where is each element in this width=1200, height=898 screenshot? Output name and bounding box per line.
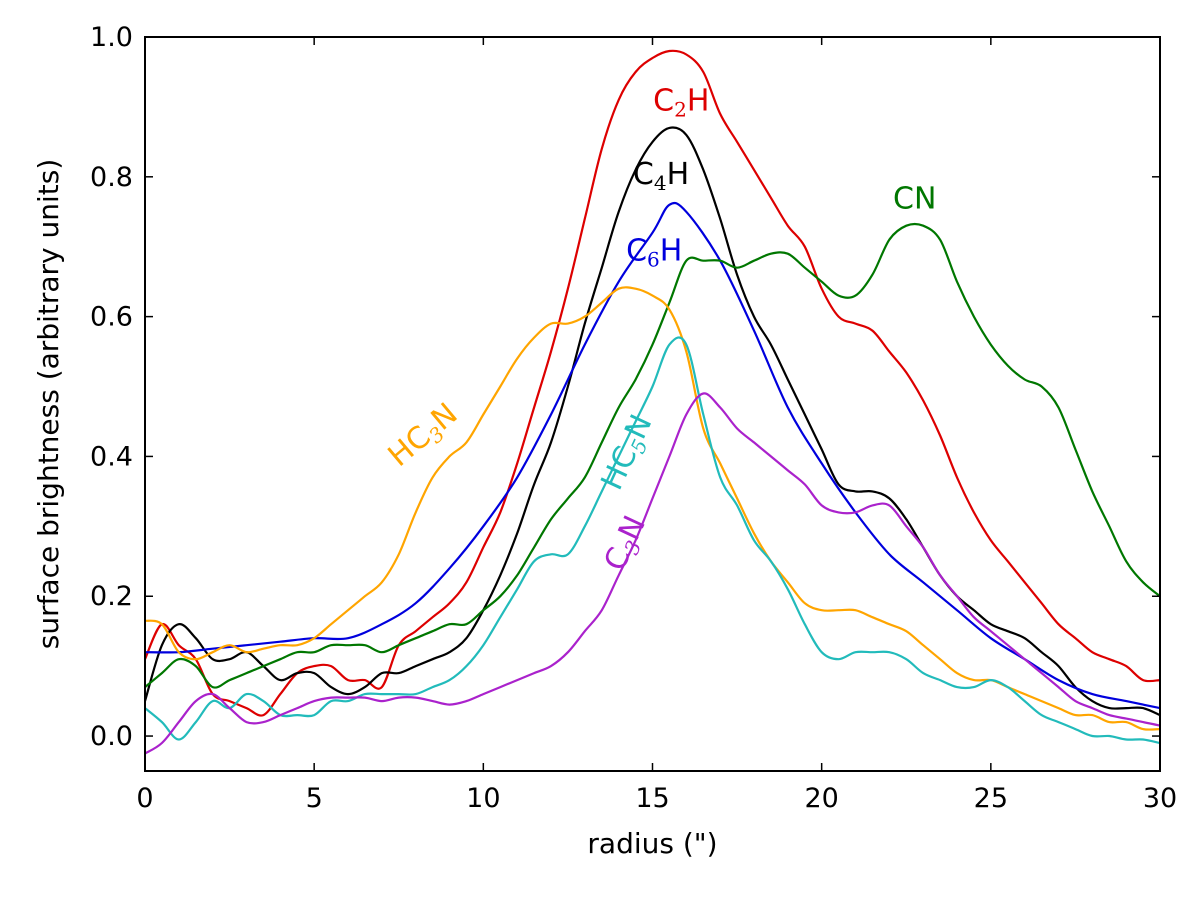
series-label-hc5n: HC5N bbox=[594, 409, 662, 496]
y-axis-label: surface brightness (arbitrary units) bbox=[32, 159, 65, 650]
x-tick-label: 5 bbox=[306, 783, 323, 814]
series-label-c2h: C2H bbox=[653, 83, 709, 121]
series-line-hc5n bbox=[145, 336, 1160, 745]
series-layer bbox=[145, 49, 1160, 755]
x-tick-label: 20 bbox=[804, 783, 838, 814]
series-line-c2h bbox=[145, 49, 1160, 717]
y-tick-label: 0.8 bbox=[90, 162, 133, 193]
axis-ticks: 0 5 10 15 20 25 30 0.0 0.2 0.4 0.6 0.8 1.0 bbox=[90, 22, 1177, 814]
y-tick-label: 0.6 bbox=[90, 302, 133, 333]
series-label-c4h: C4H bbox=[633, 157, 689, 195]
series-label-c3n: C3N bbox=[598, 510, 656, 577]
x-tick-label: 30 bbox=[1143, 783, 1177, 814]
series-label-cn: CN bbox=[893, 181, 936, 216]
x-tick-label: 25 bbox=[974, 783, 1008, 814]
series-label-c6h: C6H bbox=[626, 234, 682, 272]
series-label-hc3n: HC3N bbox=[382, 396, 467, 476]
plot-frame bbox=[144, 36, 1161, 772]
series-line-c4h bbox=[145, 126, 1160, 717]
series-line-hc3n bbox=[145, 286, 1160, 731]
x-axis-label: radius (") bbox=[587, 827, 717, 860]
y-tick-label: 0.4 bbox=[90, 441, 133, 472]
x-tick-label: 10 bbox=[466, 783, 500, 814]
series-line-c3n bbox=[145, 392, 1160, 755]
y-tick-label: 0.0 bbox=[90, 721, 133, 752]
y-tick-label: 0.2 bbox=[90, 581, 133, 612]
series-line-c6h bbox=[145, 201, 1160, 710]
x-tick-label: 15 bbox=[635, 783, 669, 814]
y-tick-label: 1.0 bbox=[90, 22, 133, 53]
series-labels: C2H C4H C6H CN HC3N HC5N C3N bbox=[382, 83, 937, 577]
series-line-cn bbox=[145, 222, 1160, 689]
x-tick-label: 0 bbox=[136, 783, 153, 814]
